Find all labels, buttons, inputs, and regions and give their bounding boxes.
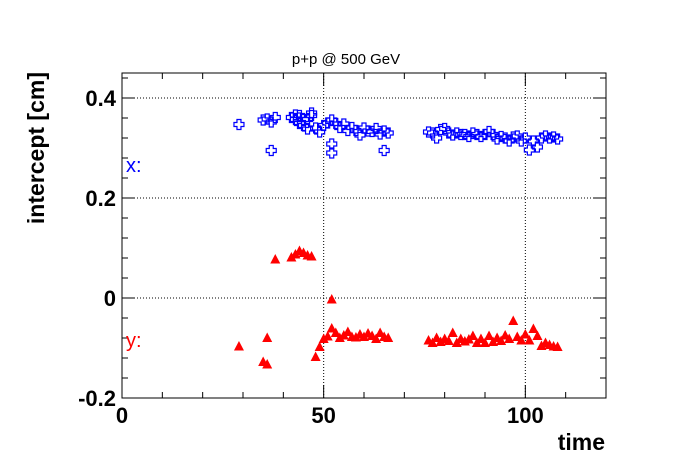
series-y-point <box>524 335 535 345</box>
y-tick-label: 0.4 <box>85 86 116 111</box>
series-y-point <box>467 330 478 340</box>
series-label-x: x: <box>126 155 142 177</box>
series-y-point <box>270 254 281 264</box>
y-tick-label: 0 <box>104 286 116 311</box>
x-axis-title: time <box>558 429 605 455</box>
series-y-point <box>496 335 507 345</box>
series-x-point <box>435 123 447 136</box>
series-x-point <box>330 117 342 130</box>
series-x-point <box>370 122 382 135</box>
series-y-point <box>532 330 543 340</box>
series-y-point <box>334 332 345 342</box>
series-x-point <box>426 127 439 139</box>
series-x-point <box>366 125 378 138</box>
series-x-point <box>382 127 394 139</box>
series-y-point <box>342 326 353 336</box>
series-x-point <box>531 141 544 153</box>
series-x-point <box>326 147 338 159</box>
series-x-point <box>543 132 556 144</box>
series-x-point <box>507 131 519 143</box>
series-x-point <box>310 122 322 134</box>
series-y-point <box>262 359 273 369</box>
series-x-point <box>305 109 318 122</box>
series-x-point <box>447 129 459 141</box>
axis-ticks <box>121 73 607 399</box>
series-y-point <box>447 327 458 337</box>
series-y-markers <box>233 245 563 369</box>
series-x-point <box>519 132 531 144</box>
series-x-point <box>378 144 390 157</box>
plot-title: p+p @ 500 GeV <box>292 51 400 68</box>
series-y-point <box>508 315 519 325</box>
series-y-point <box>504 333 515 343</box>
series-x-markers <box>233 107 564 159</box>
series-y-point <box>326 323 337 333</box>
series-x-point <box>511 130 523 142</box>
series-x-point <box>487 128 499 141</box>
x-tick-label: 100 <box>507 403 544 428</box>
y-tick-label: -0.2 <box>78 386 116 411</box>
series-x-point <box>431 132 443 144</box>
tick-labels: 0 50 100-0.200.20.4 <box>78 86 544 428</box>
series-y-point <box>233 341 244 351</box>
series-y-point <box>326 294 337 304</box>
series-y-point <box>371 333 382 343</box>
series-x-point <box>269 111 281 124</box>
series-y-point <box>314 341 325 351</box>
series-x-point <box>233 118 245 131</box>
series-y-point <box>484 330 495 340</box>
series-x-point <box>479 128 491 141</box>
series-y-point <box>480 337 490 347</box>
series-y-point <box>310 351 321 361</box>
series-x-point <box>535 132 548 144</box>
series-x-point <box>350 124 362 137</box>
series-x-point <box>257 114 269 126</box>
series-x-point <box>318 119 330 132</box>
series-x-point <box>527 135 539 147</box>
series-x-point <box>475 130 487 143</box>
y-tick-label: 0.2 <box>85 186 116 211</box>
series-y-point <box>552 341 563 351</box>
series-x-point <box>301 123 314 135</box>
series-x-point <box>439 122 451 135</box>
series-y-point <box>520 329 531 339</box>
series-y-point <box>516 335 527 345</box>
series-x-point <box>342 124 354 137</box>
series-x-point <box>374 128 386 140</box>
series-y-point <box>318 333 329 343</box>
x-tick-label: 0 <box>116 403 128 428</box>
series-y-point <box>383 332 394 342</box>
series-label-y: y: <box>126 330 142 352</box>
series-x-point <box>265 144 277 157</box>
y-axis-title: intercept [cm] <box>23 72 49 224</box>
series-x-point <box>515 135 527 147</box>
series-y-point <box>322 331 333 341</box>
series-y-point <box>528 323 539 333</box>
series-y-point <box>262 332 273 342</box>
series-y-point <box>306 251 317 261</box>
series-x-point <box>523 144 535 156</box>
series-x-point <box>322 117 334 129</box>
series-x-point <box>491 133 503 145</box>
series-y-point <box>330 327 341 337</box>
series-y-point <box>427 337 438 347</box>
series-x-point <box>552 133 564 145</box>
series-y-point <box>443 335 454 345</box>
x-tick-label: 50 <box>311 403 335 428</box>
